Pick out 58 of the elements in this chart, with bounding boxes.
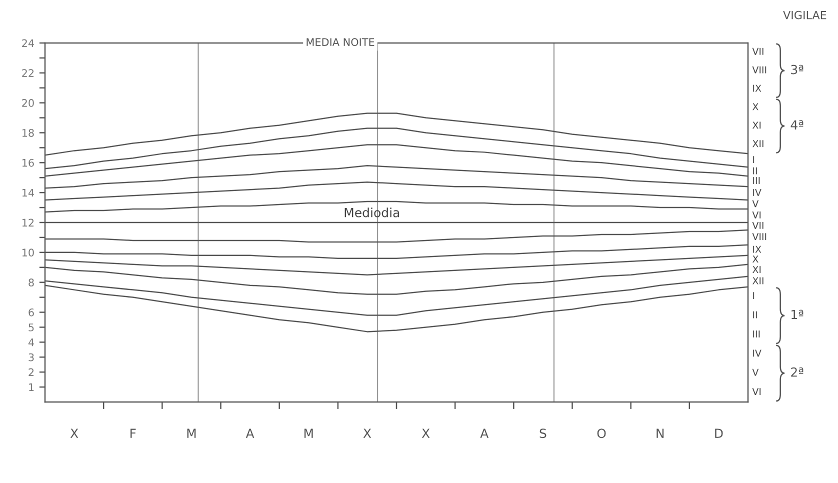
text: IX (753, 246, 762, 253)
ref-line-label: MEDIA NOITE (306, 38, 374, 46)
x-tick-label: M (187, 428, 196, 438)
text: VI (752, 388, 761, 396)
text: VIII (752, 233, 766, 240)
text: IV (753, 350, 762, 357)
text: IV (753, 189, 762, 196)
y-tick-label: 5 (28, 324, 34, 332)
x-tick-label: X (70, 428, 78, 438)
x-tick-label: O (597, 428, 606, 438)
y-tick-label: 6 (28, 308, 34, 316)
text: X (752, 256, 758, 262)
y-tick-label: 1 (29, 383, 34, 391)
text: XI (752, 266, 761, 273)
text: III (753, 330, 760, 338)
y-tick-label: 10 (22, 248, 34, 257)
text: VIII (752, 66, 766, 74)
text: 2ª (791, 367, 804, 377)
y-tick-label: 12 (22, 218, 34, 226)
y-tick-label: 16 (22, 158, 34, 167)
y-tick-label: 14 (22, 188, 34, 197)
text: XII (752, 140, 764, 148)
y-tick-label: 8 (28, 278, 34, 286)
x-tick-label: F (130, 428, 136, 438)
x-tick-label: M (304, 428, 313, 438)
text: I (753, 156, 754, 164)
annotation: Mediodia (344, 208, 400, 218)
x-tick-label: A (246, 428, 254, 438)
text: 4ª (790, 120, 804, 130)
text: VII (752, 222, 764, 229)
text: V (752, 200, 759, 208)
text: XII (752, 277, 764, 284)
y-tick-label: 18 (22, 128, 34, 137)
text: VI (752, 211, 761, 218)
text: V (752, 368, 759, 376)
y-tick-label: 24 (22, 39, 34, 47)
text: III (753, 177, 760, 184)
x-tick-label: A (480, 428, 489, 438)
x-tick-label: X (422, 428, 430, 438)
x-tick-label: N (656, 428, 664, 438)
y-tick-label: 22 (22, 69, 34, 77)
text: X (752, 103, 758, 110)
text: I (753, 292, 754, 300)
y-tick-label: 3 (28, 353, 34, 362)
text: II (753, 167, 757, 174)
text: XI (752, 122, 761, 129)
text: 3ª (791, 64, 804, 74)
text: IX (753, 84, 762, 92)
text: 1ª (792, 310, 804, 320)
y-tick-label: 4 (28, 338, 34, 346)
y-tick-label: 2 (28, 368, 34, 376)
x-tick-label: X (363, 428, 372, 438)
text: VIGILAE (783, 10, 826, 20)
y-tick-label: 20 (22, 99, 34, 107)
x-tick-label: D (715, 428, 723, 438)
text: II (753, 311, 757, 318)
x-tick-label: S (540, 428, 546, 438)
text: VII (752, 48, 764, 55)
